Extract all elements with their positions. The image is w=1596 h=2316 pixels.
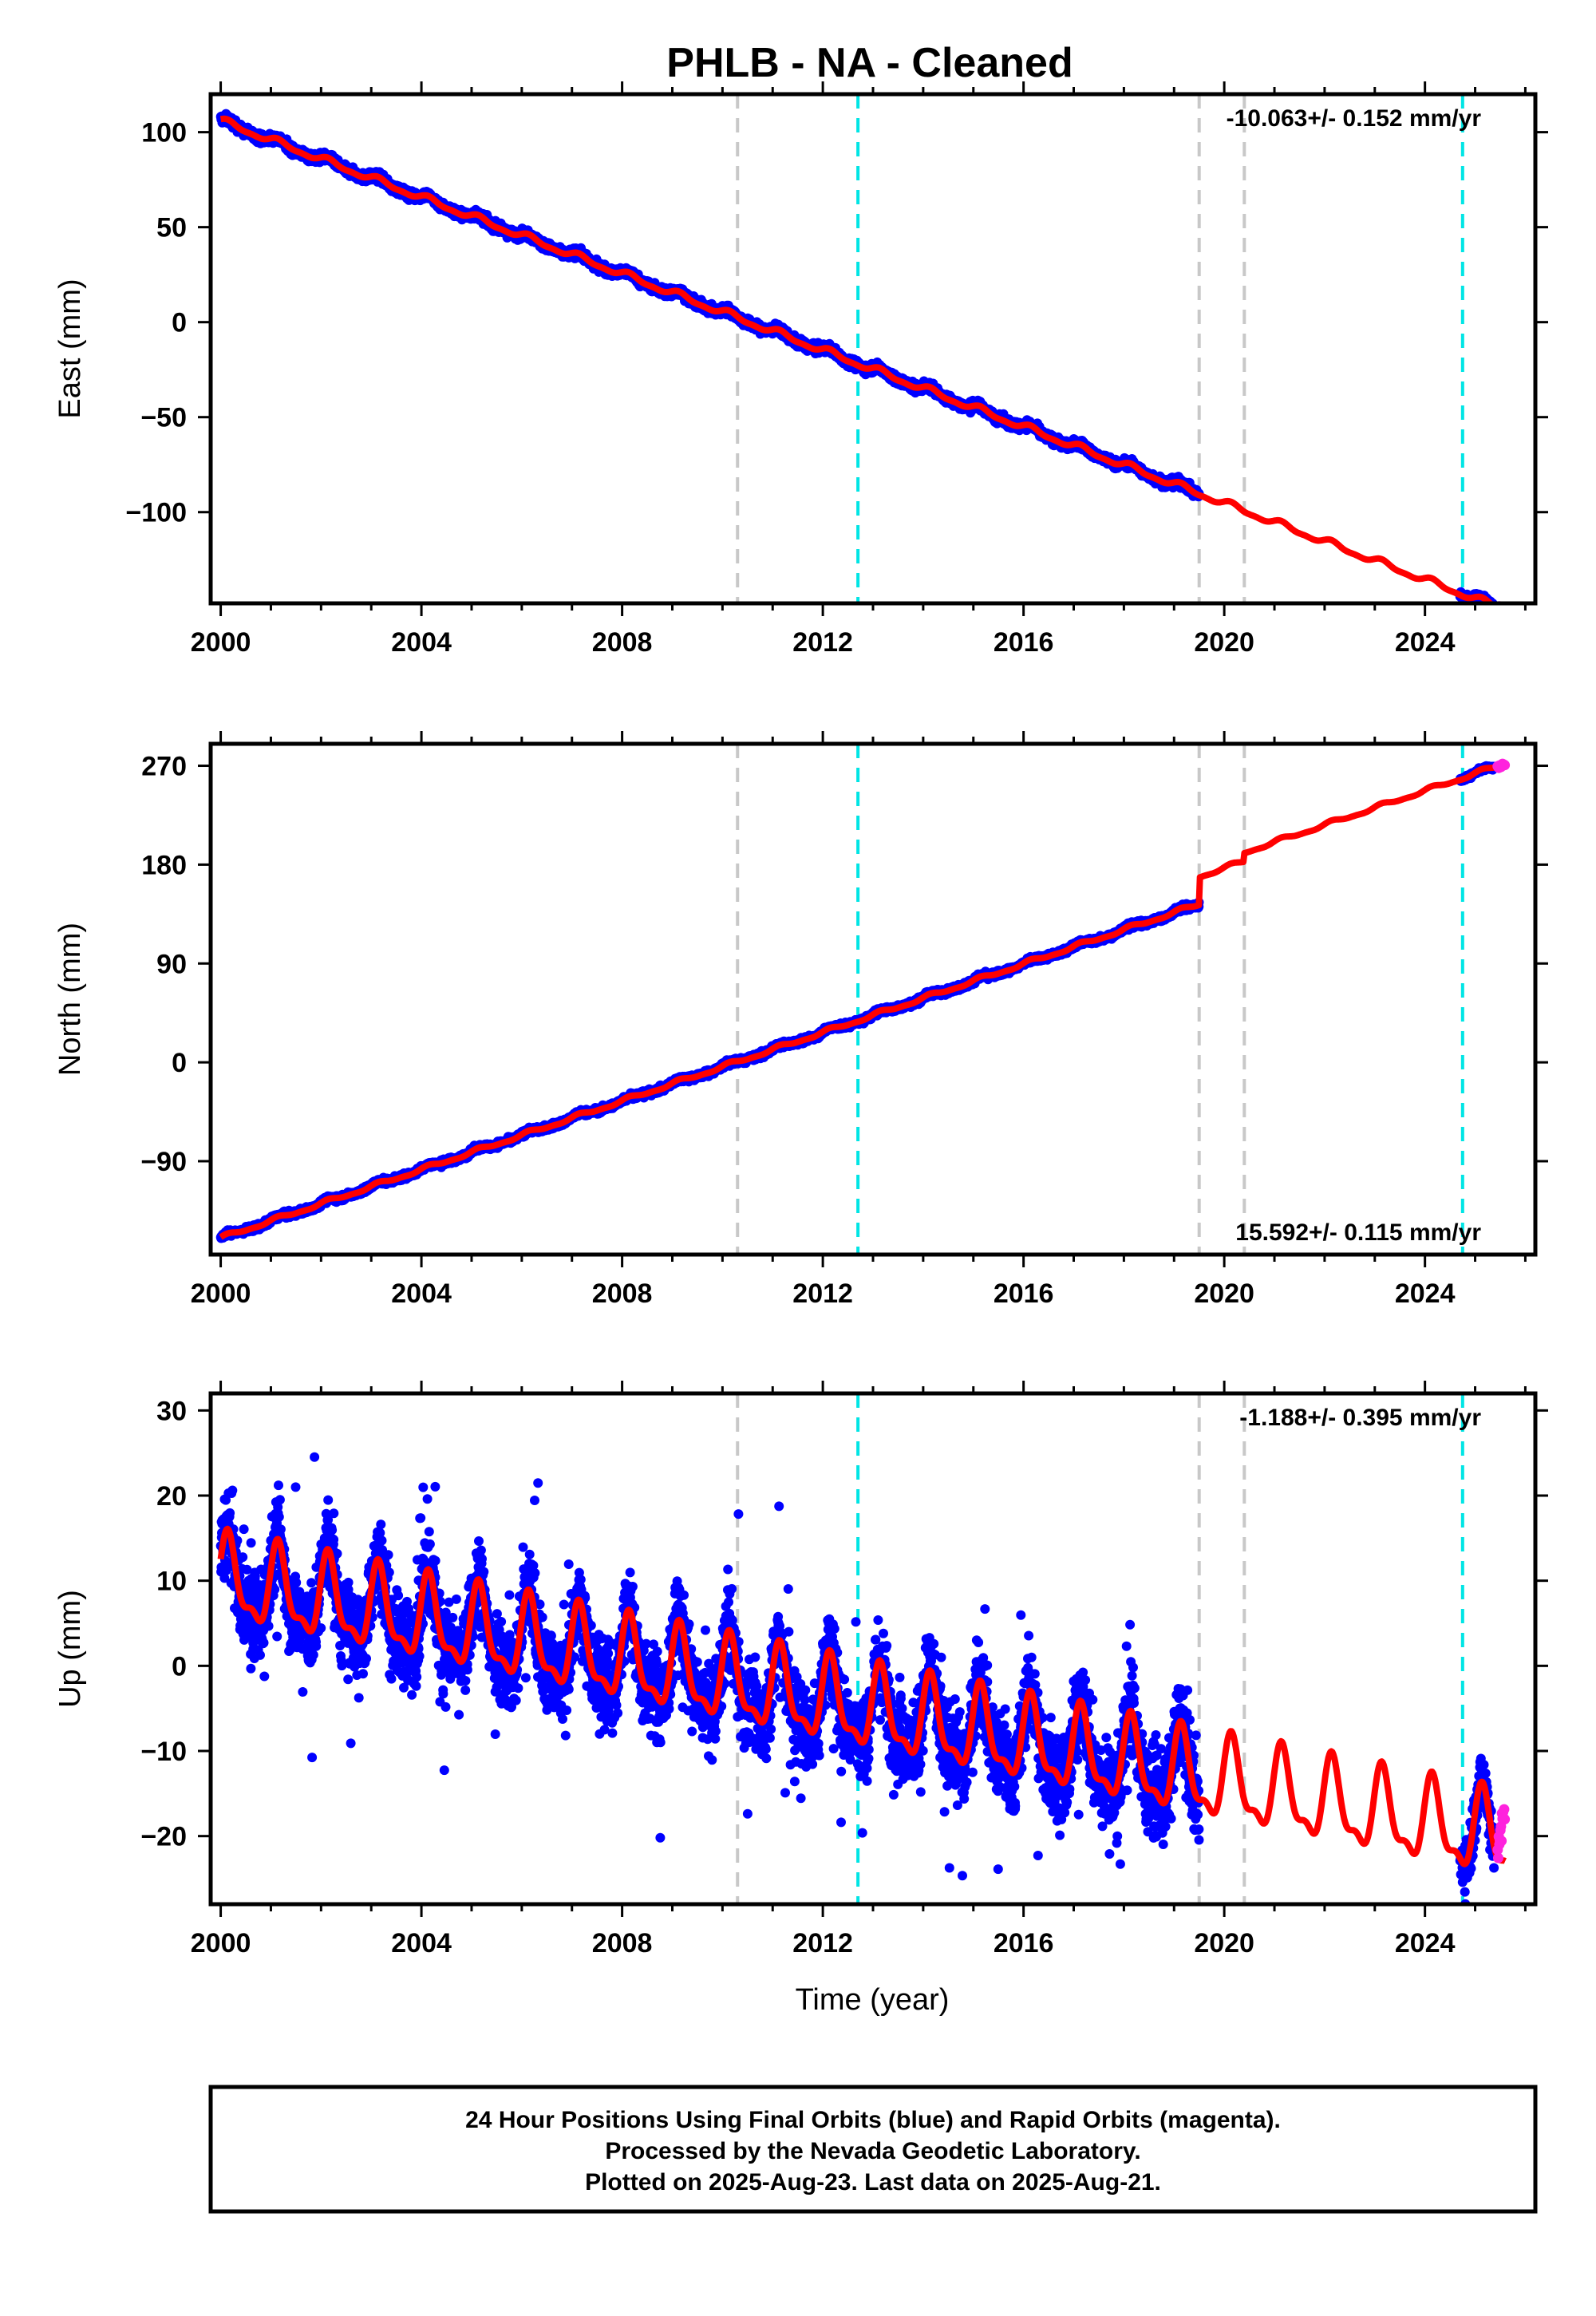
y-tick-label: 100 — [141, 118, 187, 148]
x-tick-label: 2004 — [391, 627, 452, 658]
y-tick-label: −100 — [125, 498, 187, 528]
north-plot-area — [216, 744, 1510, 1255]
east-frame — [211, 94, 1535, 603]
figure-title: PHLB - NA - Cleaned — [666, 40, 1073, 86]
east-velocity-label: -10.063+/- 0.152 mm/yr — [1227, 105, 1482, 132]
rapid-point — [1499, 606, 1509, 616]
x-tick-label: 2016 — [994, 627, 1054, 658]
y-tick-label: 0 — [172, 308, 187, 338]
rapid-point — [1494, 604, 1504, 615]
rapid-point — [1496, 607, 1507, 618]
north-panel: 2000 2004 2008 2012 2016 2020 2024270180900−90… — [53, 731, 1548, 1309]
y-tick-label: 50 — [156, 213, 187, 243]
x-tick-label: 2024 — [1395, 627, 1456, 658]
rapid-point — [1499, 605, 1510, 615]
y-tick-label: −50 — [140, 403, 187, 433]
rapid-point — [1497, 605, 1507, 615]
east-plot-area — [216, 94, 1510, 618]
rapid-point — [1493, 607, 1503, 617]
x-tick-label: 2000 — [191, 627, 251, 658]
rapid-point — [1495, 606, 1506, 616]
x-tick-label: 2020 — [1194, 627, 1254, 658]
rapid-point — [1495, 606, 1506, 616]
east-panel: 2000 2004 2008 2012 2016 2020 2024 100 50 0 −50 −10… — [53, 81, 1548, 658]
rapid-point — [1498, 605, 1508, 615]
x-tick-label: 2012 — [792, 627, 853, 658]
time-series-figure: PHLB - NA - Cleaned 2000 2004 2008 2012 2016… — [0, 0, 1596, 2316]
east-y-axis-label: East (mm) — [53, 279, 87, 418]
x-tick-label: 2008 — [592, 627, 653, 658]
